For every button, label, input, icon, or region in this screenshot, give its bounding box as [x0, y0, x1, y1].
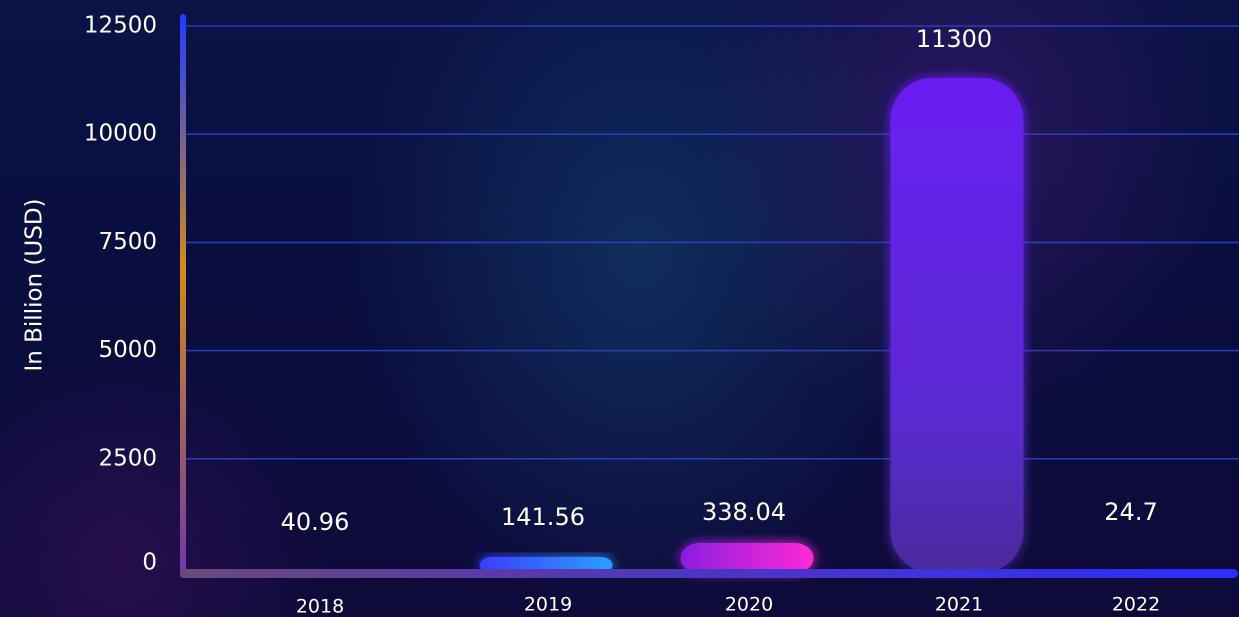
y-tick-label: 10000: [84, 121, 157, 147]
y-axis-title: In Billion (USD): [22, 198, 48, 371]
x-axis-line: [180, 569, 1238, 578]
x-category-label: 2020: [725, 594, 773, 616]
value-labels: 40.96 141.56 338.04 11300 24.7: [281, 25, 1158, 536]
value-label-2020: 338.04: [702, 498, 786, 526]
value-label-2018: 40.96: [281, 508, 350, 536]
x-category-label: 2019: [524, 594, 572, 616]
y-axis-line: [180, 14, 186, 578]
y-axis-ticks: 0 2500 5000 7500 10000 12500: [84, 13, 157, 576]
x-category-label: 2018: [296, 596, 344, 617]
x-axis-categories: 2018 2019 2020 2021 2022: [296, 594, 1160, 617]
y-tick-label: 5000: [98, 337, 157, 363]
y-tick-label: 2500: [98, 445, 157, 471]
y-tick-label: 0: [142, 550, 157, 576]
y-tick-label: 7500: [98, 229, 157, 255]
bar-2020: [680, 543, 814, 573]
value-label-2019: 141.56: [501, 503, 585, 531]
bar-2021: [890, 77, 1024, 573]
x-category-label: 2022: [1112, 594, 1160, 616]
value-label-2021: 11300: [916, 25, 992, 53]
value-label-2022: 24.7: [1104, 498, 1157, 526]
y-tick-label: 12500: [84, 13, 157, 39]
x-category-label: 2021: [935, 594, 983, 616]
gridlines: [186, 25, 1239, 460]
